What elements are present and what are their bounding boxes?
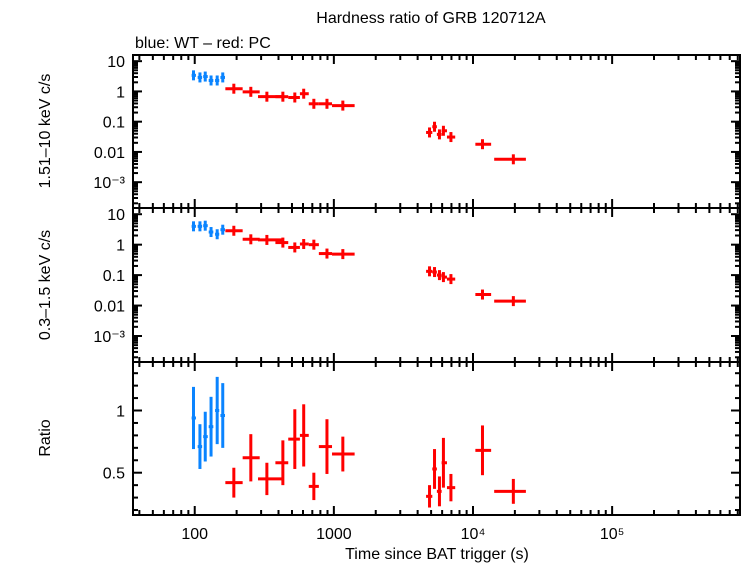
y-tick-label: 0.1: [103, 115, 125, 132]
y-tick-label: 0.1: [103, 268, 125, 285]
panel-bottom: 1 0.5 100 1000 10⁴ 10⁵: [103, 361, 741, 543]
y-axis-label-ratio: Ratio: [37, 419, 54, 456]
y-tick-label: 10: [107, 54, 125, 71]
series-PC: [225, 404, 526, 508]
y-tick-label: 10: [107, 207, 125, 224]
panel-frame: [132, 361, 741, 516]
series-PC: [225, 83, 526, 165]
panel-top: 10 1 0.1 0.01 10⁻³: [93, 54, 741, 209]
chart-title: Hardness ratio of GRB 120712A: [316, 10, 546, 27]
series-WT: [191, 376, 225, 469]
y-tick-label: 0.01: [94, 145, 125, 162]
x-tick-label: 10⁴: [461, 526, 486, 543]
panel-middle: 10 1 0.1 0.01 10⁻³: [93, 207, 741, 363]
y-tick-label: 1: [116, 84, 125, 101]
x-tick-label: 10⁵: [600, 526, 624, 543]
series-PC: [225, 225, 526, 307]
y-tick-label: 10⁻³: [93, 329, 125, 346]
y-tick-label: 10⁻³: [93, 175, 125, 192]
series-WT: [191, 220, 225, 240]
x-tick-label: 100: [181, 526, 208, 543]
y-tick-label: 1: [116, 404, 125, 421]
chart-subtitle: blue: WT – red: PC: [135, 35, 271, 52]
x-tick-label: 1000: [316, 526, 352, 543]
y-tick-label: 0.01: [94, 299, 125, 316]
series-WT: [191, 70, 225, 86]
y-tick-label: 1: [116, 238, 125, 255]
y-axis-label-hard: 1.51–10 keV c/s: [37, 74, 54, 189]
y-axis-label-soft: 0.3–1.5 keV c/s: [37, 230, 54, 340]
y-tick-label: 0.5: [103, 466, 125, 483]
x-axis-label: Time since BAT trigger (s): [345, 546, 529, 563]
